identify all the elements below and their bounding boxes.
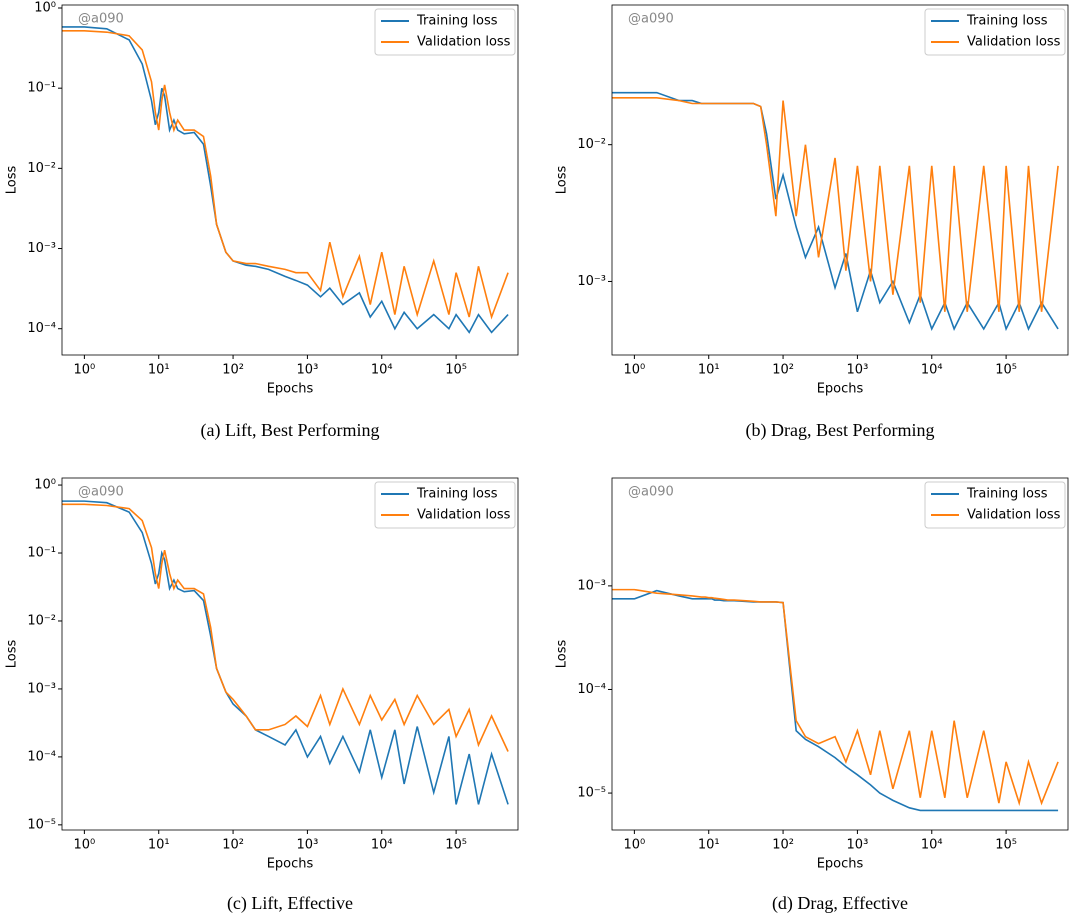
x-tick-label: 10² — [222, 838, 244, 853]
x-tick-label: 10⁴ — [371, 363, 393, 378]
legend-box — [924, 481, 1066, 529]
y-tick-label: 10⁻³ — [27, 241, 56, 256]
loss-line — [62, 29, 509, 320]
loss-line — [612, 97, 1059, 312]
y-tick-label: 10⁻⁴ — [27, 321, 56, 336]
y-tick-label: 10⁻³ — [577, 578, 606, 593]
x-axis-label: Epochs — [267, 857, 314, 872]
x-tick-label: 10³ — [297, 363, 319, 378]
x-tick-label: 10¹ — [698, 363, 720, 378]
caption: (a) Lift, Best Performing — [201, 420, 380, 441]
x-tick-label: 10¹ — [148, 838, 170, 853]
legend-label: Training loss — [966, 487, 1048, 502]
loss-line — [612, 588, 1059, 807]
y-tick-label: 10⁰ — [34, 1, 56, 16]
x-tick-label: 10³ — [297, 838, 319, 853]
axes-frame — [61, 477, 519, 831]
caption: (b) Drag, Best Performing — [746, 420, 935, 441]
legend-label: Validation loss — [967, 508, 1061, 523]
x-tick-label: 10⁴ — [371, 838, 393, 853]
legend-label: Training loss — [416, 14, 498, 29]
x-axis-label: Epochs — [267, 382, 314, 397]
y-tick-label: 10⁻¹ — [27, 81, 56, 96]
x-axis-label: Epochs — [817, 857, 864, 872]
x-tick-label: 10⁴ — [921, 363, 943, 378]
watermark: @a090 — [78, 12, 124, 27]
axes-frame — [611, 4, 1069, 356]
axes-frame — [61, 4, 519, 356]
caption: (c) Lift, Effective — [227, 893, 353, 914]
legend-label: Training loss — [416, 487, 498, 502]
legend-box — [374, 8, 516, 56]
loss-line — [62, 500, 509, 805]
loss-line — [62, 503, 509, 752]
y-tick-label: 10⁻² — [27, 161, 56, 176]
loss-line — [612, 91, 1059, 332]
x-tick-label: 10⁵ — [445, 838, 467, 853]
x-tick-label: 10⁰ — [73, 363, 95, 378]
x-tick-label: 10² — [772, 363, 794, 378]
y-tick-label: 10⁻⁴ — [577, 682, 606, 697]
x-tick-label: 10² — [222, 363, 244, 378]
y-axis-label: Loss — [555, 640, 570, 669]
x-tick-label: 10² — [772, 838, 794, 853]
x-tick-label: 10⁰ — [73, 838, 95, 853]
y-axis-label: Loss — [5, 166, 20, 195]
y-tick-label: 10⁻³ — [27, 681, 56, 696]
legend-label: Validation loss — [417, 508, 511, 523]
watermark: @a090 — [628, 12, 674, 27]
legend-label: Validation loss — [967, 35, 1061, 50]
x-tick-label: 10⁰ — [623, 363, 645, 378]
y-axis-label: Loss — [555, 166, 570, 195]
x-tick-label: 10⁵ — [995, 363, 1017, 378]
loss-line — [62, 26, 509, 334]
x-tick-label: 10³ — [847, 838, 869, 853]
axes-frame — [611, 477, 1069, 831]
caption: (d) Drag, Effective — [772, 893, 908, 914]
y-tick-label: 10⁻⁵ — [27, 817, 56, 832]
watermark: @a090 — [628, 485, 674, 500]
legend-label: Training loss — [966, 14, 1048, 29]
x-tick-label: 10⁴ — [921, 838, 943, 853]
x-tick-label: 10³ — [847, 363, 869, 378]
x-tick-label: 10⁵ — [995, 838, 1017, 853]
watermark: @a090 — [78, 485, 124, 500]
y-tick-label: 10⁻³ — [577, 274, 606, 289]
y-tick-label: 10⁻⁵ — [577, 786, 606, 801]
x-tick-label: 10¹ — [698, 838, 720, 853]
x-tick-label: 10⁵ — [445, 363, 467, 378]
legend-box — [924, 8, 1066, 56]
x-axis-label: Epochs — [817, 382, 864, 397]
y-tick-label: 10⁰ — [34, 478, 56, 493]
x-tick-label: 10⁰ — [623, 838, 645, 853]
y-axis-label: Loss — [5, 640, 20, 669]
legend-box — [374, 481, 516, 529]
loss-line — [612, 589, 1059, 812]
x-tick-label: 10¹ — [148, 363, 170, 378]
y-tick-label: 10⁻¹ — [27, 546, 56, 561]
legend-label: Validation loss — [417, 35, 511, 50]
y-tick-label: 10⁻² — [577, 137, 606, 152]
y-tick-label: 10⁻² — [27, 613, 56, 628]
y-tick-label: 10⁻⁴ — [27, 749, 56, 764]
